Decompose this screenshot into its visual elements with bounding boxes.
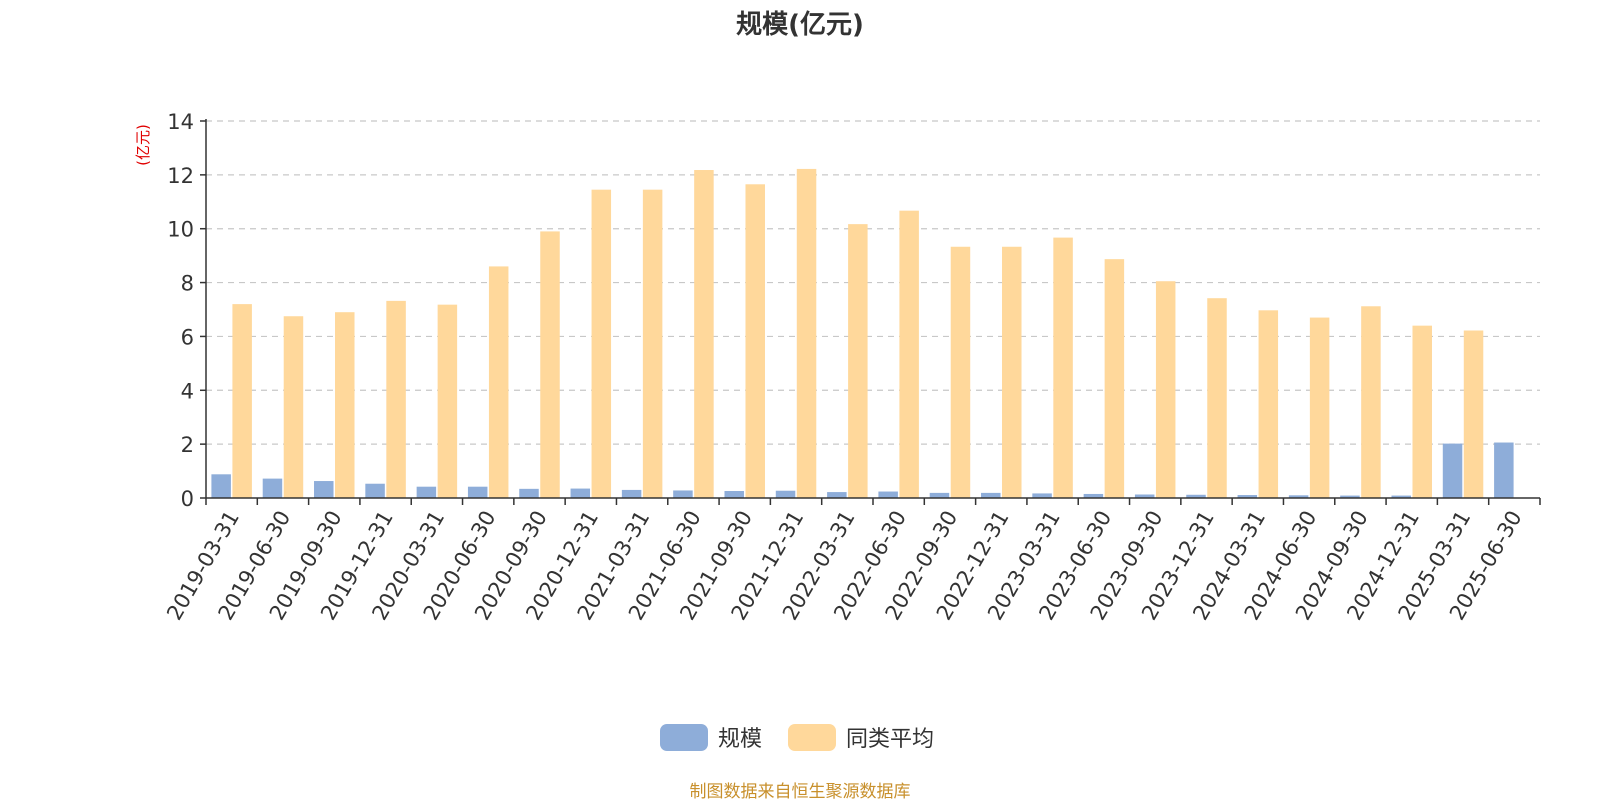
legend-swatch xyxy=(788,724,836,751)
legend-item-scale[interactable]: 规模 xyxy=(660,724,762,752)
bar-peer-average xyxy=(488,266,509,498)
bar-peer-average xyxy=(1002,246,1022,498)
y-axis-label: (亿元) xyxy=(134,124,152,166)
bar-peer-average xyxy=(1053,237,1073,498)
y-tick-label: 8 xyxy=(181,272,194,296)
bar-scale xyxy=(1391,495,1411,498)
bar-scale xyxy=(929,492,950,498)
bar-peer-average xyxy=(1361,306,1381,498)
legend-swatch xyxy=(660,724,708,751)
axes xyxy=(200,119,1541,505)
y-tick-label: 6 xyxy=(181,325,194,349)
bar-peer-average xyxy=(694,170,714,498)
bar-peer-average xyxy=(437,304,458,498)
source-note: 制图数据来自恒生聚源数据库 xyxy=(689,782,911,802)
legend[interactable]: 规模 同类平均 xyxy=(660,724,934,752)
bar-scale xyxy=(1186,494,1206,498)
y-tick-label: 4 xyxy=(181,379,194,403)
bar-peer-average xyxy=(1104,259,1125,498)
bar-scale xyxy=(314,481,334,498)
legend-label: 同类平均 xyxy=(846,727,934,752)
bar-peer-average xyxy=(1309,317,1330,498)
bar-scale xyxy=(519,488,539,498)
bar-peer-average xyxy=(899,210,919,498)
bar-peer-average xyxy=(540,231,560,498)
bar-scale xyxy=(570,488,591,498)
bar-peer-average xyxy=(745,184,765,498)
chart-title: 规模(亿元) xyxy=(736,10,864,40)
bar-scale xyxy=(1288,495,1309,498)
y-tick-label: 10 xyxy=(167,218,194,242)
bar-scale xyxy=(1134,494,1155,498)
bar-scale xyxy=(467,486,488,498)
y-tick-label: 14 xyxy=(167,110,194,134)
bar-scale xyxy=(1494,442,1514,498)
bar-peer-average xyxy=(950,246,971,498)
y-tick-label: 12 xyxy=(167,164,194,188)
bars xyxy=(211,168,1514,499)
bar-peer-average xyxy=(1258,310,1279,498)
bar-peer-average xyxy=(1463,330,1484,498)
bar-scale xyxy=(621,489,642,498)
x-tick-labels: 2019-03-312019-06-302019-09-302019-12-31… xyxy=(162,507,1527,625)
bar-peer-average xyxy=(1412,325,1432,498)
bar-peer-average xyxy=(283,316,304,498)
bar-peer-average xyxy=(232,304,252,498)
legend-label: 规模 xyxy=(718,727,762,752)
bar-scale xyxy=(365,483,385,498)
bar-scale xyxy=(1083,493,1104,498)
bar-peer-average xyxy=(848,224,868,499)
bar-peer-average xyxy=(1207,298,1227,498)
bar-peer-average xyxy=(642,189,663,499)
bar-peer-average xyxy=(1155,281,1176,498)
bar-scale xyxy=(1237,495,1258,498)
bar-scale xyxy=(262,478,283,498)
bar-peer-average xyxy=(591,189,612,499)
bar-peer-average xyxy=(386,300,406,498)
bar-scale xyxy=(724,490,744,498)
bar-peer-average xyxy=(335,312,355,498)
y-tick-label: 0 xyxy=(181,487,194,511)
gridlines xyxy=(206,120,1540,445)
bar-scale xyxy=(1442,443,1463,498)
bar-scale xyxy=(981,492,1001,498)
bar-scale xyxy=(775,490,796,498)
bar-scale xyxy=(878,491,898,498)
bar-scale xyxy=(1032,493,1052,498)
legend-item-peer-average[interactable]: 同类平均 xyxy=(788,724,934,752)
bar-peer-average xyxy=(796,168,817,498)
bar-scale xyxy=(211,474,231,498)
bar-scale xyxy=(673,490,693,498)
bar-scale xyxy=(827,492,847,498)
bar-scale xyxy=(1340,495,1360,498)
y-tick-labels: 0 2 4 6 8 10 12 14 xyxy=(167,110,194,511)
bar-scale xyxy=(416,486,437,498)
y-tick-label: 2 xyxy=(181,433,194,457)
